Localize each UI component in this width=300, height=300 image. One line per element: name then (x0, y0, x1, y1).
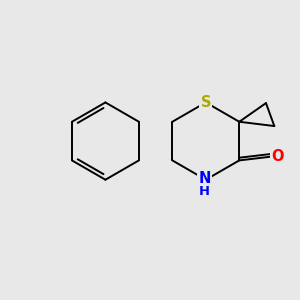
Text: N: N (198, 171, 211, 186)
Text: O: O (271, 149, 284, 164)
Text: S: S (201, 95, 211, 110)
Text: H: H (199, 184, 210, 197)
